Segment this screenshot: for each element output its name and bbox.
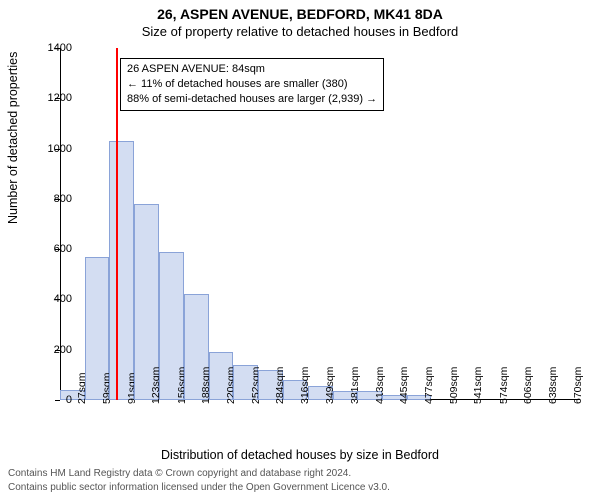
y-tick-label: 800 — [54, 193, 72, 205]
annotation-line-2: ← 11% of detached houses are smaller (38… — [127, 77, 377, 92]
y-tick-label: 1200 — [48, 92, 72, 104]
annotation-box: 26 ASPEN AVENUE: 84sqm ← 11% of detached… — [120, 58, 384, 111]
page-title: 26, ASPEN AVENUE, BEDFORD, MK41 8DA — [0, 6, 600, 22]
x-tick-label: 541sqm — [472, 367, 484, 404]
x-tick-label: 606sqm — [522, 367, 534, 404]
y-tick-label: 200 — [54, 344, 72, 356]
annotation-line-1: 26 ASPEN AVENUE: 84sqm — [127, 62, 377, 77]
histogram-bar — [109, 141, 134, 400]
y-tick-label: 1000 — [48, 143, 72, 155]
x-tick-label: 477sqm — [423, 367, 435, 404]
y-tick-label: 0 — [66, 394, 72, 406]
y-tick — [55, 400, 60, 401]
y-tick-label: 1400 — [48, 42, 72, 54]
footer-line-2: Contains public sector information licen… — [8, 482, 390, 495]
footer-line-1: Contains HM Land Registry data © Crown c… — [8, 468, 390, 481]
x-tick-label: 670sqm — [572, 367, 584, 404]
x-tick-label: 574sqm — [498, 367, 510, 404]
reference-line — [116, 48, 118, 400]
y-tick-label: 400 — [54, 293, 72, 305]
y-axis-label: Number of detached properties — [6, 52, 20, 224]
page-subtitle: Size of property relative to detached ho… — [0, 24, 600, 39]
y-tick-label: 600 — [54, 243, 72, 255]
footer-attribution: Contains HM Land Registry data © Crown c… — [8, 468, 390, 494]
annotation-line-3: 88% of semi-detached houses are larger (… — [127, 92, 377, 107]
x-tick-label: 509sqm — [448, 367, 460, 404]
x-axis-title: Distribution of detached houses by size … — [0, 448, 600, 462]
x-tick-label: 638sqm — [547, 367, 559, 404]
